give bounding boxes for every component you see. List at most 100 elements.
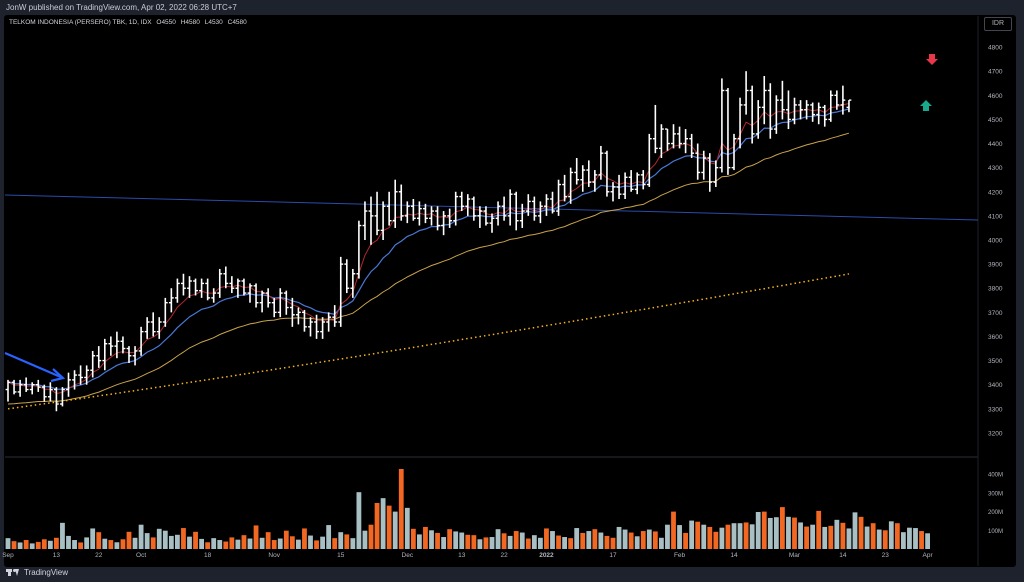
- price-tick-label: 4600: [988, 93, 1003, 100]
- volume-bar: [767, 517, 773, 549]
- volume-bar: [72, 540, 77, 549]
- ohlc-bar: [265, 288, 271, 308]
- footer-brand[interactable]: TradingView: [6, 568, 68, 577]
- volume-bar: [870, 523, 876, 549]
- volume-bar: [344, 534, 350, 549]
- volume-bar: [531, 535, 537, 549]
- ohlc-bar: [592, 170, 598, 192]
- volume-tick-label: 300M: [988, 491, 1003, 497]
- volume-bar: [447, 529, 453, 549]
- ohlc-bar: [556, 179, 561, 216]
- price-tick-label: 4800: [988, 45, 1003, 52]
- ohlc-bar: [168, 288, 174, 313]
- volume-bar: [538, 537, 543, 549]
- ohlc-bar: [217, 268, 223, 298]
- volume-bar: [223, 541, 229, 549]
- ohlc-bar: [447, 208, 453, 228]
- time-tick-label: Feb: [674, 552, 686, 559]
- volume-bar: [864, 526, 870, 549]
- ohlc-bar: [786, 90, 791, 130]
- sell-signal-arrow-icon: [926, 54, 938, 65]
- price-tick-label: 3700: [988, 310, 1003, 317]
- volume-bar: [247, 538, 253, 549]
- volume-bar: [513, 531, 519, 549]
- volume-bar: [441, 537, 446, 549]
- ohlc-bar: [616, 174, 622, 199]
- ohlc-bar: [241, 278, 247, 296]
- time-tick-label: 13: [53, 552, 61, 559]
- volume-bar: [187, 536, 192, 549]
- price-tick-label: 3600: [988, 334, 1003, 341]
- ohlc-bar: [11, 379, 17, 395]
- ohlc-bar: [47, 382, 53, 402]
- price-tick-label: 4500: [988, 117, 1003, 124]
- volume-bar: [29, 543, 35, 549]
- ohlc-bar: [743, 71, 749, 115]
- volume-bar: [798, 522, 803, 549]
- volume-bar: [332, 538, 338, 549]
- volume-bar: [707, 526, 713, 549]
- volume-bar: [901, 532, 906, 549]
- volume-bar: [786, 516, 791, 549]
- volume-bar: [840, 522, 846, 549]
- volume-bar: [592, 529, 598, 549]
- volume-bar: [919, 531, 924, 549]
- ohlc-bar: [846, 99, 852, 113]
- volume-bar: [35, 541, 41, 549]
- volume-bar: [737, 523, 743, 549]
- volume-bar: [659, 537, 664, 549]
- ohlc-bar: [707, 153, 713, 192]
- ohlc-bar: [580, 165, 586, 192]
- volume-bar: [404, 507, 410, 549]
- ohlc-bar: [634, 172, 640, 195]
- ohlc-bar: [538, 201, 543, 224]
- volume-bar: [822, 526, 828, 549]
- time-tick-label: Apr: [923, 552, 934, 559]
- ohlc-bar: [507, 189, 513, 226]
- ohlc-bar: [84, 365, 90, 385]
- volume-bar: [894, 523, 900, 549]
- ohlc-bar: [719, 78, 725, 173]
- ohlc-bar: [568, 167, 574, 204]
- ohlc-bar: [780, 80, 785, 120]
- price-tick-label: 3400: [988, 382, 1003, 389]
- publish-caption: JonW published on TradingView.com, Apr 0…: [6, 3, 237, 12]
- volume-bar: [181, 528, 186, 549]
- ohlc-bar: [314, 314, 319, 339]
- ohlc-bar: [108, 336, 114, 356]
- volume-bar: [907, 527, 912, 549]
- ohlc-bar: [175, 278, 180, 303]
- ohlc-bar: [320, 317, 325, 339]
- ohlc-bar: [816, 102, 822, 125]
- volume-bar: [296, 539, 301, 549]
- ohlc-bar: [162, 297, 168, 327]
- ohlc-bar: [792, 97, 797, 125]
- volume-bar: [398, 468, 404, 549]
- volume-bar: [435, 532, 440, 549]
- volume-bar: [265, 532, 271, 549]
- ohlc-bars: [5, 71, 852, 412]
- ohlc-bar: [495, 201, 501, 226]
- ohlc-bar: [126, 346, 132, 363]
- volume-bar: [60, 522, 65, 549]
- volume-bar: [628, 532, 634, 549]
- ohlc-bar: [525, 194, 531, 216]
- price-tick-label: 3800: [988, 286, 1003, 293]
- ohlc-bar: [374, 191, 380, 236]
- ohlc-bar: [689, 133, 695, 158]
- time-tick-label: Oct: [136, 552, 146, 559]
- volume-bar: [834, 519, 840, 549]
- ohlc-bar: [404, 201, 410, 224]
- ohlc-bar: [235, 278, 241, 298]
- volume-bar: [913, 528, 918, 549]
- price-tick-label: 4700: [988, 69, 1003, 76]
- volume-bar: [749, 524, 755, 549]
- volume-bar: [150, 537, 156, 549]
- brand-name: TradingView: [24, 568, 69, 577]
- ohlc-bar: [332, 305, 338, 327]
- currency-badge[interactable]: IDR: [984, 17, 1012, 31]
- price-tick-label: 4400: [988, 141, 1003, 148]
- ohlc-bar: [41, 384, 47, 402]
- volume-bar: [519, 532, 525, 549]
